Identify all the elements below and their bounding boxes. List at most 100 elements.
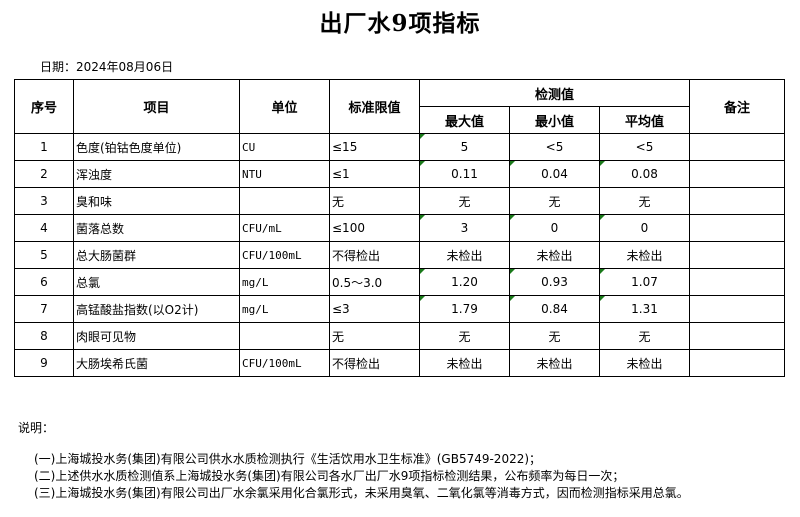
error-indicator-icon[interactable] xyxy=(420,269,425,274)
row-unit: NTU xyxy=(239,160,330,188)
row-note xyxy=(689,133,785,161)
cell-text: ≤100 xyxy=(332,221,365,235)
error-indicator-icon[interactable] xyxy=(600,161,605,166)
cell-text: 1.20 xyxy=(451,275,478,289)
row-unit: CFU/mL xyxy=(239,214,330,242)
row-item: 肉眼可见物 xyxy=(73,322,240,350)
cell-text: 0.11 xyxy=(451,167,478,181)
cell-text: CU xyxy=(242,140,256,154)
cell-text: mg/L xyxy=(242,275,269,289)
cell-text: 色度(铂钴色度单位) xyxy=(76,140,182,155)
cell-text: NTU xyxy=(242,167,262,181)
row-no: 6 xyxy=(14,268,74,296)
row-unit: CFU/100mL xyxy=(239,241,330,269)
error-indicator-icon[interactable] xyxy=(510,215,515,220)
cell-text: ≤3 xyxy=(332,302,350,316)
page-title: 出厂水9项指标 xyxy=(319,10,481,37)
error-indicator-icon[interactable] xyxy=(510,161,515,166)
row-min: 0 xyxy=(509,214,600,242)
row-no: 7 xyxy=(14,295,74,323)
row-unit xyxy=(239,322,330,350)
table-row: 9 大肠埃希氏菌 CFU/100mL 不得检出 未检出 未检出 未检出 xyxy=(14,349,785,377)
cell-text: 无 xyxy=(332,329,345,344)
row-limit: ≤3 xyxy=(329,295,420,323)
cell-text: 未检出 xyxy=(536,248,573,263)
error-indicator-icon[interactable] xyxy=(420,161,425,166)
row-avg: 1.07 xyxy=(599,268,690,296)
cell-text: 6 xyxy=(40,275,48,289)
row-note xyxy=(689,187,785,215)
row-avg: 无 xyxy=(599,187,690,215)
row-avg: 0.08 xyxy=(599,160,690,188)
row-min: 未检出 xyxy=(509,349,600,377)
row-avg: 1.31 xyxy=(599,295,690,323)
row-item: 总大肠菌群 xyxy=(73,241,240,269)
cell-text: 未检出 xyxy=(446,356,483,371)
cell-text: 无 xyxy=(548,329,561,344)
header-note: 备注 xyxy=(689,79,785,134)
table-row: 7 高锰酸盐指数(以O2计) mg/L ≤3 1.79 0.84 1.31 xyxy=(14,295,785,323)
header-no: 序号 xyxy=(14,79,74,134)
cell-text: 未检出 xyxy=(626,248,663,263)
cell-text: 5 xyxy=(40,248,48,262)
cell-text: 3 xyxy=(460,221,469,235)
row-unit: CFU/100mL xyxy=(239,349,330,377)
row-min: <5 xyxy=(509,133,600,161)
cell-text: CFU/100mL xyxy=(242,248,302,262)
row-limit: 无 xyxy=(329,187,420,215)
row-min: 无 xyxy=(509,187,600,215)
error-indicator-icon[interactable] xyxy=(600,296,605,301)
cell-text: 0.08 xyxy=(631,167,658,181)
header-item: 项目 xyxy=(73,79,240,134)
error-indicator-icon[interactable] xyxy=(420,215,425,220)
error-indicator-icon[interactable] xyxy=(510,296,515,301)
row-max: 1.20 xyxy=(419,268,510,296)
cell-text: 高锰酸盐指数(以O2计) xyxy=(76,302,199,317)
cell-text: 未检出 xyxy=(536,356,573,371)
row-min: 0.04 xyxy=(509,160,600,188)
row-min: 未检出 xyxy=(509,241,600,269)
row-no: 8 xyxy=(14,322,74,350)
row-unit: mg/L xyxy=(239,295,330,323)
cell-text: 菌落总数 xyxy=(76,221,125,236)
row-limit: ≤15 xyxy=(329,133,420,161)
cell-text: 0 xyxy=(640,221,649,235)
table-row: 3 臭和味 无 无 无 无 xyxy=(14,187,785,215)
row-avg: 未检出 xyxy=(599,349,690,377)
cell-text: 无 xyxy=(458,194,471,209)
cell-text: 0.93 xyxy=(541,275,568,289)
error-indicator-icon[interactable] xyxy=(600,215,605,220)
table-row: 4 菌落总数 CFU/mL ≤100 3 0 0 xyxy=(14,214,785,242)
row-item: 臭和味 xyxy=(73,187,240,215)
cell-text: 0.84 xyxy=(541,302,568,316)
row-avg: 无 xyxy=(599,322,690,350)
cell-text: 7 xyxy=(40,302,48,316)
row-note xyxy=(689,214,785,242)
header-detect: 检测值 xyxy=(419,79,690,107)
report-date: 日期：2024年08月06日 xyxy=(40,60,174,74)
error-indicator-icon[interactable] xyxy=(420,134,425,139)
cell-text: ≤15 xyxy=(332,140,358,154)
row-note xyxy=(689,295,785,323)
cell-text: CFU/mL xyxy=(242,221,282,235)
error-indicator-icon[interactable] xyxy=(600,269,605,274)
cell-text: 肉眼可见物 xyxy=(76,329,137,344)
error-indicator-icon[interactable] xyxy=(420,296,425,301)
cell-text: 8 xyxy=(40,329,48,343)
row-max: 5 xyxy=(419,133,510,161)
row-unit: CU xyxy=(239,133,330,161)
note-item: (三)上海城投水务(集团)有限公司出厂水余氯采用化合氯形式，未采用臭氧、二氧化氯… xyxy=(34,486,689,500)
row-max: 未检出 xyxy=(419,349,510,377)
row-max: 未检出 xyxy=(419,241,510,269)
row-unit xyxy=(239,187,330,215)
cell-text: 1 xyxy=(40,140,48,154)
row-item: 菌落总数 xyxy=(73,214,240,242)
error-indicator-icon[interactable] xyxy=(510,269,515,274)
row-limit: ≤1 xyxy=(329,160,420,188)
cell-text: 2 xyxy=(40,167,48,181)
cell-text: 4 xyxy=(40,221,48,235)
cell-text: ≤1 xyxy=(332,167,350,181)
table-row: 5 总大肠菌群 CFU/100mL 不得检出 未检出 未检出 未检出 xyxy=(14,241,785,269)
cell-text: 9 xyxy=(40,356,48,370)
row-no: 1 xyxy=(14,133,74,161)
